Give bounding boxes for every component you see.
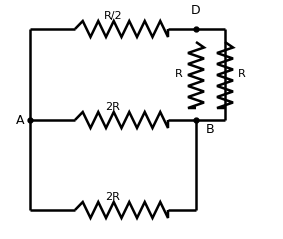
Text: R: R — [175, 69, 183, 79]
Text: R/2: R/2 — [104, 11, 122, 21]
Text: D: D — [191, 4, 201, 17]
Text: 2R: 2R — [106, 192, 121, 202]
Text: 2R: 2R — [106, 102, 121, 112]
Text: B: B — [206, 123, 215, 136]
Text: R: R — [238, 69, 246, 79]
Text: A: A — [16, 114, 24, 126]
